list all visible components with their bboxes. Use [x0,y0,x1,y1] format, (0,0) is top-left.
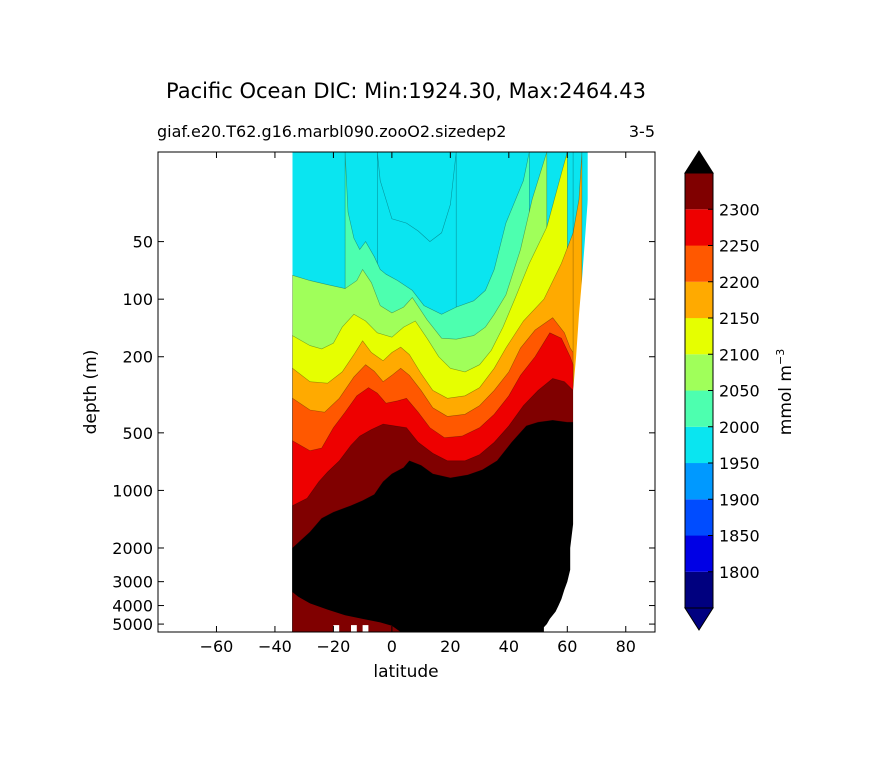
colorbar-tick-label: 2300 [719,200,760,219]
colorbar-tick-label: 1900 [719,490,760,509]
x-axis-label: latitude [373,662,438,682]
y-tick-label: 100 [122,290,153,309]
colorbar-tick-label: 2250 [719,237,760,256]
colorbar-tick-label: 1850 [719,527,760,546]
x-tick-label: −40 [258,637,292,656]
colorbar-swatch [685,571,713,609]
x-tick-label: −60 [200,637,234,656]
x-tick-label: 20 [440,637,460,656]
colorbar-swatch [685,173,713,210]
land-mask [292,152,655,632]
colorbar-over-arrow [684,150,714,174]
colorbar-tick-label: 1950 [719,454,760,473]
colorbar-tick-label: 2100 [719,345,760,364]
seafloor-gap-2 [362,625,369,632]
y-tick-label: 50 [133,233,153,252]
y-tick-label: 5000 [112,615,153,634]
colorbar-under-arrow [684,607,714,631]
contour-band-deep-lower [292,592,401,632]
x-tick-label: 80 [616,637,636,656]
plot-frame [157,151,656,633]
colorbar-swatch [685,390,713,427]
colorbar-swatch [685,535,713,572]
plot-area: −60 −40 −20 0 20 40 60 80 50 100 200 500 1000 2000 30… [112,151,656,656]
y-tick-label: 4000 [112,597,153,616]
colorbar-tick-label: 1800 [719,563,760,582]
x-axis-ticks: −60 −40 −20 0 20 40 60 80 [200,152,636,656]
seafloor-gap-1 [351,625,357,632]
y-axis-label: depth (m) [81,350,101,435]
y-tick-label: 1000 [112,481,153,500]
chart-title: Pacific Ocean DIC: Min:1924.30, Max:2464… [166,79,646,103]
chart-subtitle-right: 3-5 [629,122,655,141]
x-tick-label: 40 [499,637,519,656]
colorbar-swatch [685,426,713,464]
y-tick-label: 2000 [112,539,153,558]
colorbar-swatch [685,354,713,391]
y-tick-label: 200 [122,348,153,367]
contour-fill-layers [292,152,655,632]
colorbar-tick-label: 2150 [719,309,760,328]
seafloor-gap-0 [333,625,340,632]
x-tick-label: 0 [387,637,397,656]
colorbar-label: mmol m−3 [774,349,796,435]
colorbar-tick-label: 2050 [719,382,760,401]
colorbar-tick-label: 2000 [719,418,760,437]
colorbar-swatch [685,463,713,500]
colorbar-swatch [685,245,713,282]
contour-band-2350 [292,419,574,632]
y-tick-label: 500 [122,424,153,443]
colorbar-swatch [685,209,713,246]
colorbar: 1800 1850 1900 1950 2000 2050 2100 2150 2200 2250… [684,150,760,631]
colorbar-swatch [685,318,713,355]
colorbar-swatch [685,281,713,319]
x-tick-label: 60 [557,637,577,656]
colorbar-label-exponent: −3 [774,349,787,365]
y-tick-label: 3000 [112,573,153,592]
colorbar-tick-label: 2200 [719,273,760,292]
chart-subtitle-left: giaf.e20.T62.g16.marbl090.zooO2.sizedep2 [157,122,506,141]
colorbar-swatch [685,499,713,536]
colorbar-label-unit: mmol m [776,365,796,435]
x-tick-label: −20 [317,637,351,656]
